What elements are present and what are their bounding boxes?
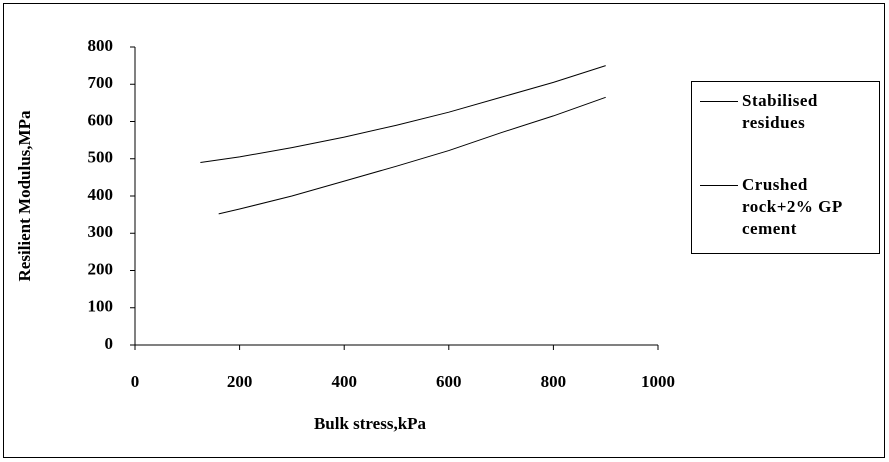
y-tick-label: 0 — [105, 334, 114, 353]
x-tick-label: 200 — [227, 372, 253, 391]
x-tick-label: 1000 — [641, 372, 675, 391]
series-line — [218, 96, 606, 215]
x-tick-label: 800 — [541, 372, 567, 391]
x-axis-label: Bulk stress,kPa — [314, 414, 427, 433]
y-axis-label: Resilient Modulus,MPa — [15, 110, 34, 281]
y-tick-label: 100 — [88, 297, 114, 316]
legend-swatch — [700, 101, 738, 102]
y-tick-label: 600 — [88, 110, 114, 129]
y-tick-label: 500 — [88, 148, 114, 167]
legend-entry: Stabilised residues — [700, 90, 880, 134]
legend-entry: Crushed rock+2% GP cement — [700, 174, 880, 240]
legend: Stabilised residues Crushed rock+2% GP ce… — [691, 81, 880, 254]
legend-swatch — [700, 185, 738, 186]
legend-label: Stabilised residues — [742, 91, 818, 132]
y-tick-label: 200 — [88, 259, 114, 278]
x-tick-label: 600 — [436, 372, 462, 391]
series-line — [200, 65, 606, 163]
y-tick-label: 400 — [88, 185, 114, 204]
x-tick-label: 400 — [331, 372, 357, 391]
x-tick-label: 0 — [131, 372, 140, 391]
legend-label: Crushed rock+2% GP cement — [742, 175, 842, 238]
y-tick-label: 300 — [88, 222, 114, 241]
y-tick-label: 800 — [88, 36, 114, 55]
y-tick-label: 700 — [88, 73, 114, 92]
